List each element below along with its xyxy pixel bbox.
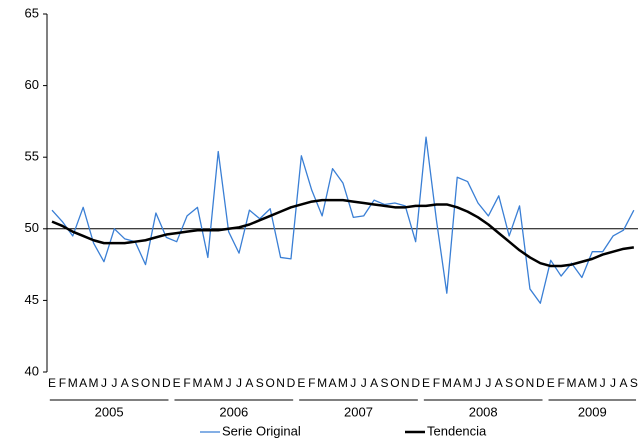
x-tick-label: M: [192, 376, 202, 390]
x-tick-label: S: [256, 376, 264, 390]
y-tick-label: 40: [25, 363, 39, 378]
x-tick-label: J: [111, 376, 117, 390]
x-tick-label: D: [287, 376, 296, 390]
x-tick-label: E: [48, 376, 56, 390]
x-tick-label: D: [536, 376, 545, 390]
x-tick-label: D: [162, 376, 171, 390]
x-tick-label: J: [101, 376, 107, 390]
x-tick-label: J: [361, 376, 367, 390]
x-tick-label: J: [226, 376, 232, 390]
x-tick-label: E: [422, 376, 430, 390]
y-tick-label: 45: [25, 292, 39, 307]
x-tick-label: M: [317, 376, 327, 390]
x-tick-label: N: [526, 376, 535, 390]
x-tick-label: M: [338, 376, 348, 390]
x-tick-label: S: [505, 376, 513, 390]
x-tick-label: F: [433, 376, 440, 390]
x-tick-label: N: [276, 376, 285, 390]
x-tick-label: M: [89, 376, 99, 390]
x-tick-label: M: [213, 376, 223, 390]
series-line: [51, 136, 635, 304]
x-tick-label: M: [442, 376, 452, 390]
x-tick-label: A: [329, 376, 337, 390]
x-tick-label: D: [411, 376, 420, 390]
x-tick-label: S: [630, 376, 638, 390]
x-tick-label: J: [350, 376, 356, 390]
x-tick-label: M: [587, 376, 597, 390]
x-tick-label: A: [453, 376, 461, 390]
legend-label: Tendencia: [427, 423, 487, 438]
x-tick-label: S: [380, 376, 388, 390]
x-group-label: 2009: [578, 404, 607, 419]
x-tick-label: J: [610, 376, 616, 390]
x-tick-label: M: [68, 376, 78, 390]
x-tick-label: A: [370, 376, 378, 390]
x-tick-label: O: [266, 376, 275, 390]
x-tick-label: F: [59, 376, 66, 390]
x-tick-label: J: [236, 376, 242, 390]
x-tick-label: E: [297, 376, 305, 390]
x-tick-label: E: [173, 376, 181, 390]
y-tick-label: 55: [25, 149, 39, 164]
y-tick-label: 60: [25, 77, 39, 92]
x-tick-label: J: [600, 376, 606, 390]
x-group-label: 2008: [469, 404, 498, 419]
x-tick-label: O: [390, 376, 399, 390]
x-tick-label: A: [121, 376, 129, 390]
x-tick-label: N: [152, 376, 161, 390]
y-tick-label: 65: [25, 5, 39, 20]
x-tick-label: A: [204, 376, 212, 390]
x-tick-label: J: [485, 376, 491, 390]
x-tick-label: F: [183, 376, 190, 390]
x-group-label: 2006: [219, 404, 248, 419]
x-tick-label: A: [79, 376, 87, 390]
x-tick-label: J: [475, 376, 481, 390]
x-tick-label: F: [308, 376, 315, 390]
x-tick-label: A: [619, 376, 627, 390]
x-tick-label: O: [515, 376, 524, 390]
series-line: [51, 198, 635, 268]
x-tick-label: A: [245, 376, 253, 390]
x-tick-label: N: [401, 376, 410, 390]
x-group-label: 2007: [344, 404, 373, 419]
x-group-label: 2005: [95, 404, 124, 419]
y-tick-label: 50: [25, 220, 39, 235]
x-tick-label: E: [547, 376, 555, 390]
x-tick-label: F: [557, 376, 564, 390]
x-tick-label: M: [567, 376, 577, 390]
legend-label: Serie Original: [222, 423, 301, 438]
x-tick-label: S: [131, 376, 139, 390]
x-tick-label: M: [463, 376, 473, 390]
x-tick-label: A: [495, 376, 503, 390]
x-tick-label: A: [578, 376, 586, 390]
x-tick-label: O: [141, 376, 150, 390]
